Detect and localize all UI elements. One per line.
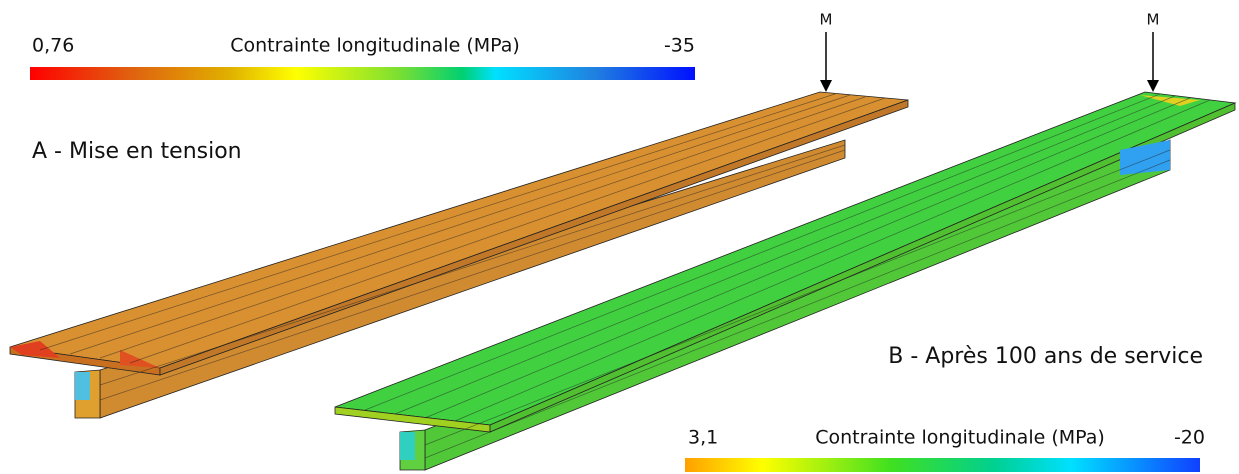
scale-min: 0,76: [32, 35, 74, 57]
scale-max: -35: [664, 35, 695, 57]
marker-arrowhead: [820, 80, 832, 92]
color-scale: [30, 67, 695, 80]
marker-label: M: [1147, 11, 1160, 29]
scale-min: 3,1: [688, 427, 718, 449]
figure: 0,76 Contrainte longitudinale (MPa) -35 …: [0, 0, 1239, 474]
panel-label: A - Mise en tension: [32, 139, 242, 164]
color-scale: [685, 458, 1200, 472]
scale-title: Contrainte longitudinale (MPa): [815, 427, 1105, 449]
scale-title: Contrainte longitudinale (MPa): [230, 35, 520, 57]
marker-arrowhead: [1147, 80, 1159, 92]
panel-label: B - Après 100 ans de service: [888, 344, 1203, 369]
marker-label: M: [820, 11, 833, 29]
scale-max: -20: [1174, 427, 1205, 449]
